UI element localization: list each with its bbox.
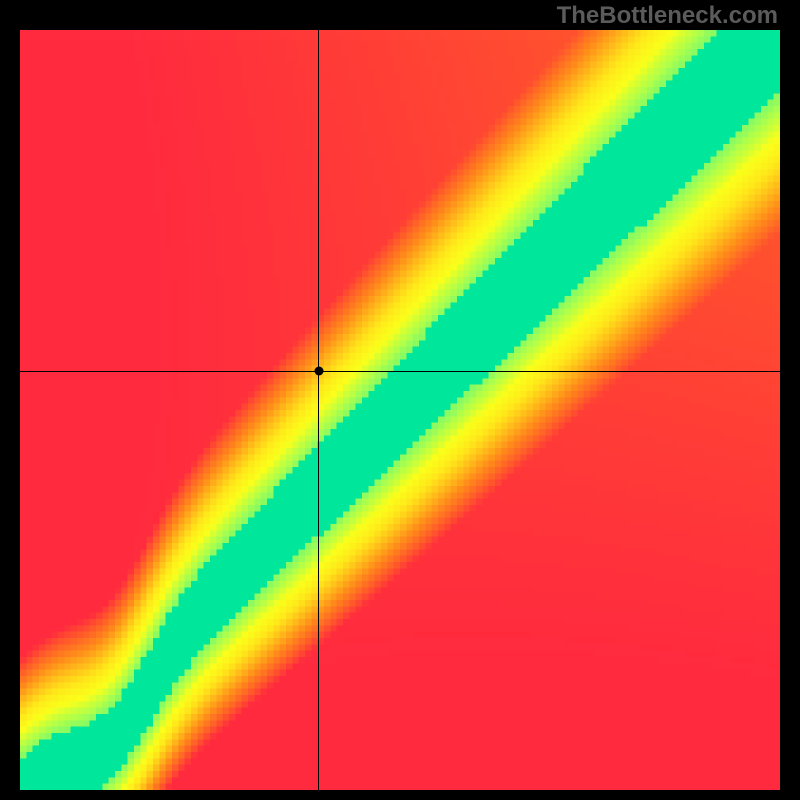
crosshair-vertical	[318, 30, 319, 790]
bottleneck-heatmap	[20, 30, 780, 790]
chart-container: TheBottleneck.com	[0, 0, 800, 800]
crosshair-horizontal	[20, 371, 780, 372]
watermark-text: TheBottleneck.com	[557, 2, 778, 30]
crosshair-marker	[314, 367, 323, 376]
